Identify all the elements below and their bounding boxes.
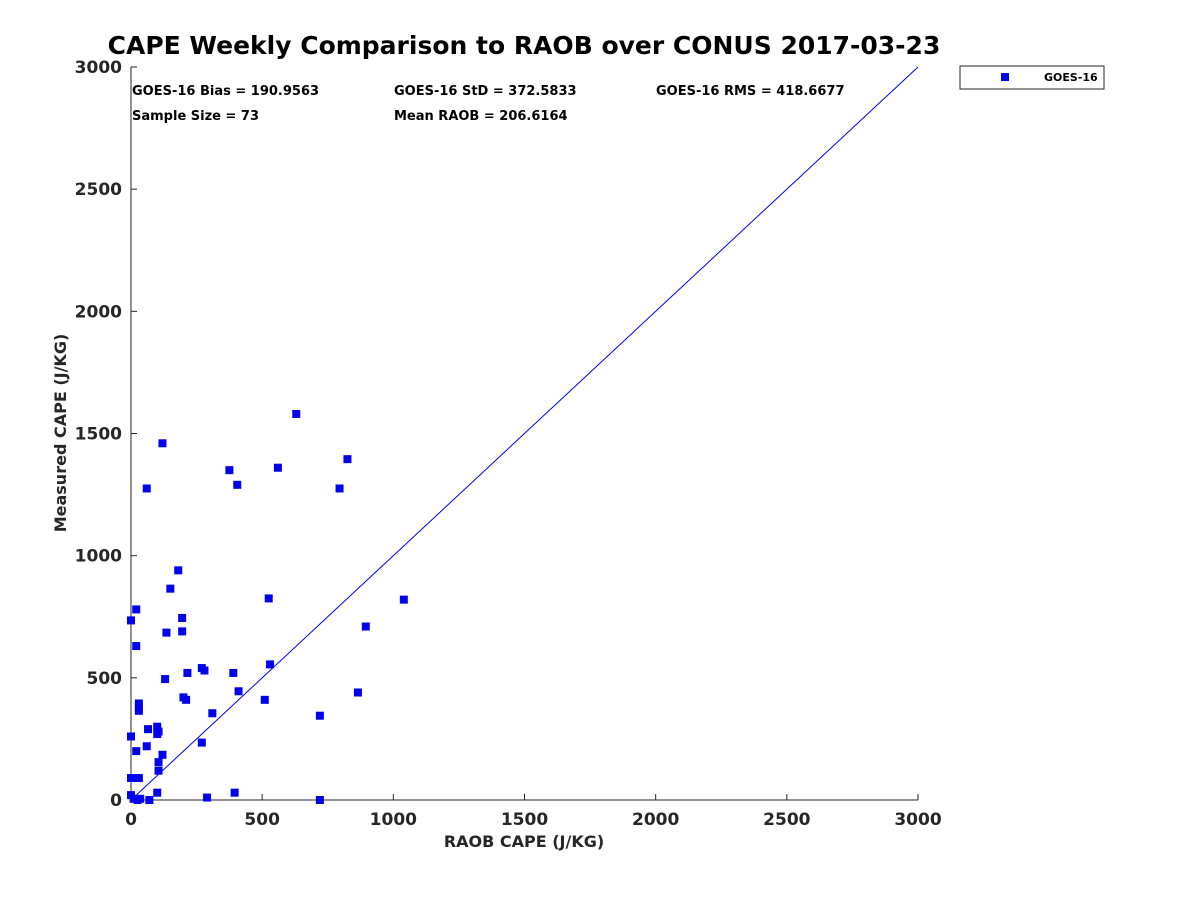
data-point	[153, 722, 162, 731]
stat-bias: GOES-16 Bias = 190.9563	[132, 84, 319, 99]
y-tick-label: 0	[110, 791, 122, 811]
data-point	[142, 484, 151, 493]
data-point	[166, 584, 175, 593]
x-tick-label: 3000	[894, 810, 941, 830]
y-tick-label: 500	[87, 669, 123, 689]
y-tick-label: 1500	[75, 425, 122, 445]
data-point	[399, 595, 408, 604]
data-point	[158, 439, 167, 448]
x-axis-label: RAOB CAPE (J/KG)	[444, 832, 604, 851]
data-point	[174, 566, 183, 575]
data-point	[315, 796, 324, 804]
stat-std: GOES-16 StD = 372.5833	[394, 84, 577, 99]
data-point	[154, 766, 163, 775]
data-point	[136, 794, 145, 803]
data-point	[142, 742, 151, 751]
data-point	[197, 738, 206, 747]
data-point	[234, 687, 243, 696]
data-point	[144, 725, 153, 734]
data-point	[127, 616, 135, 625]
y-tick-label: 3000	[75, 58, 122, 78]
data-point	[127, 774, 135, 783]
data-point	[145, 796, 154, 804]
data-point	[161, 675, 170, 684]
data-point	[353, 688, 362, 697]
y-axis-label: Measured CAPE (J/KG)	[51, 334, 70, 533]
data-point	[154, 727, 163, 736]
data-point	[260, 695, 269, 704]
plot-area: 0 500 1000 1500 2000 2500 3000 0 500 1000 1500 200…	[75, 58, 942, 830]
data-point	[225, 466, 234, 475]
y-tick-label: 2500	[75, 180, 122, 200]
data-point	[183, 668, 192, 677]
x-tick-label: 500	[244, 810, 280, 830]
x-tick-label: 1000	[370, 810, 417, 830]
legend-box	[959, 65, 1105, 90]
data-points	[127, 409, 408, 804]
data-point	[162, 628, 171, 637]
data-point	[203, 793, 212, 802]
data-point	[264, 594, 273, 603]
x-tick-label: 1500	[501, 810, 548, 830]
data-point	[230, 788, 239, 797]
data-point	[178, 613, 187, 622]
y-ticks: 0 500 1000 1500 2000 2500 3000	[75, 58, 137, 811]
data-point	[292, 409, 301, 418]
stat-sample-size: Sample Size = 73	[132, 109, 259, 124]
data-point	[229, 668, 238, 677]
data-point	[132, 642, 141, 651]
data-point	[361, 622, 370, 631]
x-tick-label: 2000	[632, 810, 679, 830]
one-to-one-reference-line	[130, 66, 919, 801]
y-tick-label: 2000	[75, 302, 122, 322]
legend-label-goes16: GOES-16	[1044, 71, 1098, 84]
y-tick-label: 1000	[75, 547, 122, 567]
legend: GOES-16	[959, 65, 1105, 90]
data-point	[200, 666, 209, 675]
data-point	[208, 709, 217, 718]
data-point	[158, 750, 167, 759]
data-point	[273, 463, 282, 472]
data-point	[266, 660, 275, 669]
data-point	[132, 747, 141, 756]
data-point	[134, 774, 143, 783]
stat-mean-raob: Mean RAOB = 206.6164	[394, 109, 568, 124]
data-point	[315, 711, 324, 720]
x-ticks: 0 500 1000 1500 2000 2500 3000	[125, 794, 942, 830]
x-tick-label: 2500	[763, 810, 810, 830]
data-point	[154, 758, 163, 767]
data-point	[343, 455, 352, 464]
data-point	[233, 480, 242, 489]
stat-rms: GOES-16 RMS = 418.6677	[656, 84, 845, 99]
data-point	[335, 484, 344, 493]
data-point	[182, 695, 191, 704]
legend-marker-square	[1001, 73, 1009, 81]
data-point	[153, 788, 162, 797]
data-point	[127, 732, 135, 741]
data-point	[132, 605, 141, 614]
chart-title: CAPE Weekly Comparison to RAOB over CONU…	[108, 31, 941, 60]
data-point	[178, 627, 187, 636]
x-tick-label: 0	[125, 810, 137, 830]
data-point	[134, 706, 143, 715]
